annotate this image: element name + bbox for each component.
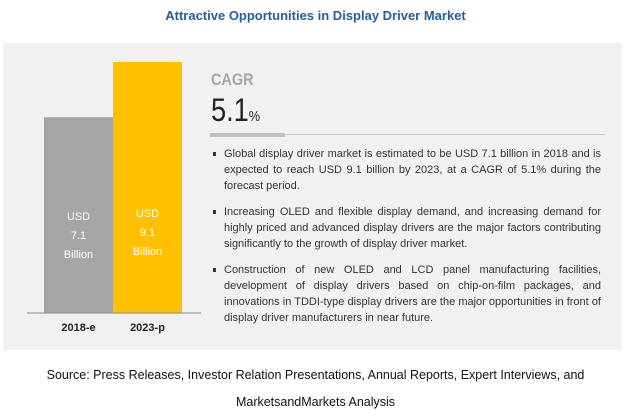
source-line: MarketsandMarkets Analysis — [235, 395, 396, 409]
data-label: Billion — [133, 246, 162, 258]
data-label: 7.1 — [71, 230, 86, 242]
divider-accent — [210, 133, 285, 137]
bullet-item: Increasing OLED and flexible display dem… — [211, 204, 601, 252]
cagr-value: 5.1% — [211, 92, 260, 129]
data-label: Billion — [64, 249, 93, 261]
page-title: Attractive Opportunities in Display Driv… — [165, 8, 466, 23]
source-line: Source: Press Releases, Investor Relatio… — [46, 368, 585, 382]
cagr-label: CAGR — [211, 70, 254, 89]
bullet-item: Global display driver market is estimate… — [211, 146, 601, 194]
data-label: USD — [136, 208, 159, 220]
bar-2018-e — [44, 117, 113, 314]
bar-2023-p — [113, 62, 182, 313]
data-label: 9.1 — [140, 227, 155, 239]
divider — [210, 134, 605, 135]
cagr-unit: % — [248, 108, 261, 125]
data-label: USD — [67, 211, 90, 223]
source-note: Source: Press Releases, Investor Relatio… — [0, 362, 631, 416]
bullet-list: Global display driver market is estimate… — [211, 146, 601, 336]
x-tick-label: 2018-e — [61, 322, 95, 334]
x-tick-label: 2023-p — [130, 322, 165, 334]
bullet-item: Construction of new OLED and LCD panel m… — [211, 262, 601, 326]
cagr-number: 5.1 — [211, 92, 249, 128]
